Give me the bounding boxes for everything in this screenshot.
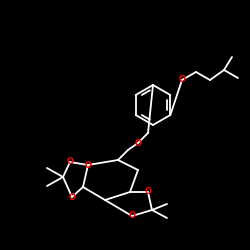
Text: O: O <box>84 160 91 170</box>
Text: O: O <box>134 138 141 147</box>
Text: O: O <box>68 192 75 202</box>
Text: O: O <box>178 76 186 84</box>
Text: O: O <box>144 188 152 196</box>
Text: O: O <box>128 212 136 220</box>
Text: O: O <box>66 158 73 166</box>
